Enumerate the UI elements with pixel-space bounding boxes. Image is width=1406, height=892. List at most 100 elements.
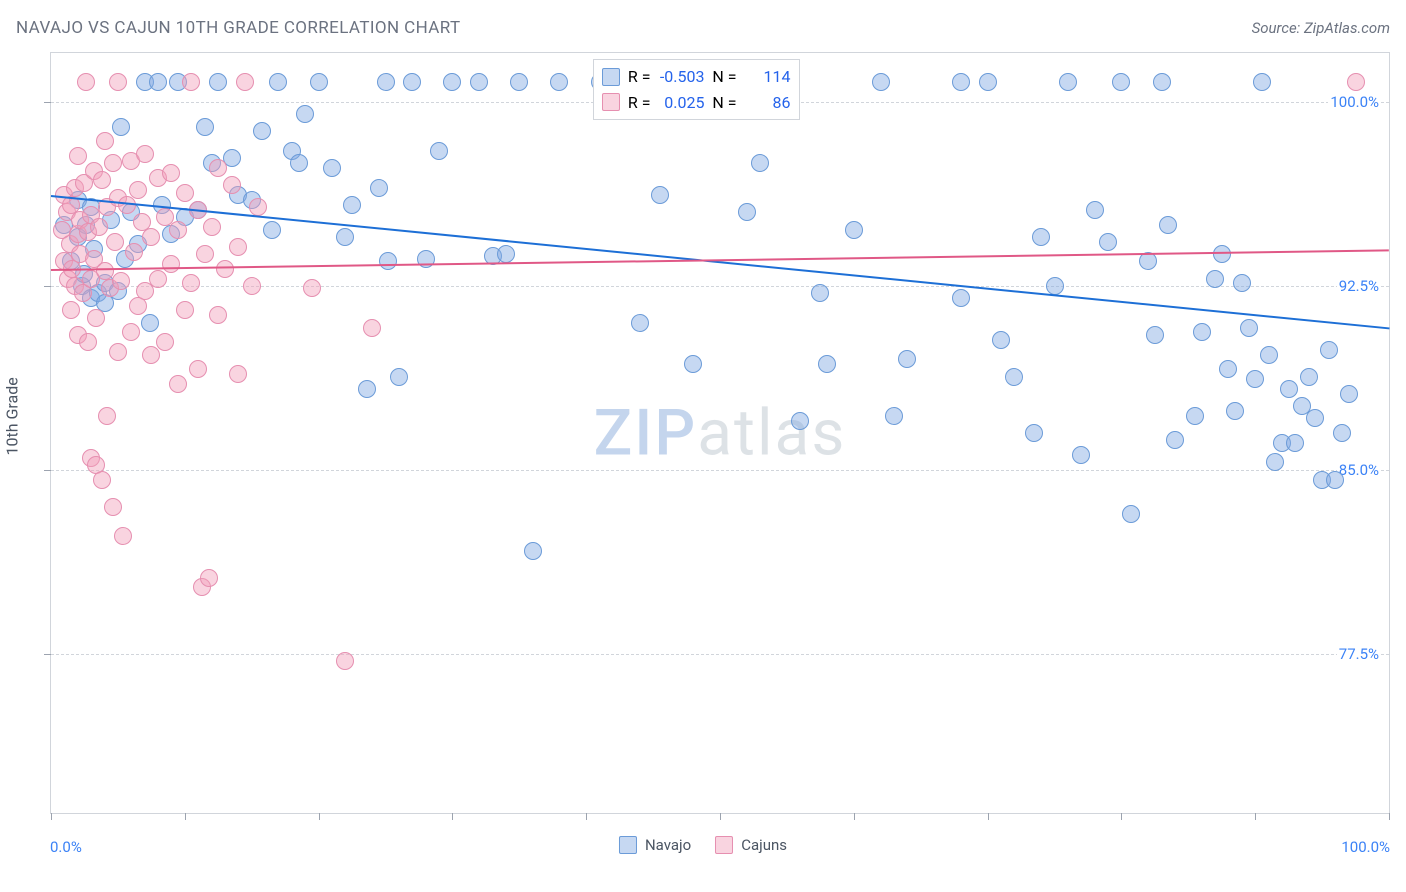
data-point bbox=[269, 73, 287, 91]
data-point bbox=[430, 142, 448, 160]
data-point bbox=[142, 228, 160, 246]
data-point bbox=[149, 73, 167, 91]
data-point bbox=[1260, 346, 1278, 364]
plot-area: ZIPatlas 77.5%85.0%92.5%100.0%R = -0.503… bbox=[50, 52, 1390, 814]
data-point bbox=[443, 73, 461, 91]
data-point bbox=[162, 164, 180, 182]
x-tick bbox=[1255, 813, 1256, 820]
data-point bbox=[149, 270, 167, 288]
data-point bbox=[818, 355, 836, 373]
data-point bbox=[1246, 370, 1264, 388]
stat-row: R = -0.503 N = 114 bbox=[602, 64, 791, 90]
stat-swatch bbox=[602, 68, 620, 86]
data-point bbox=[1306, 409, 1324, 427]
x-tick bbox=[988, 813, 989, 820]
data-point bbox=[169, 221, 187, 239]
data-point bbox=[979, 73, 997, 91]
data-point bbox=[77, 73, 95, 91]
x-tick bbox=[1121, 813, 1122, 820]
data-point bbox=[1086, 201, 1104, 219]
data-point bbox=[952, 289, 970, 307]
data-point bbox=[1166, 431, 1184, 449]
trend-line bbox=[51, 195, 1389, 330]
data-point bbox=[379, 252, 397, 270]
data-point bbox=[216, 260, 234, 278]
data-point bbox=[87, 309, 105, 327]
data-point bbox=[1347, 73, 1365, 91]
data-point bbox=[992, 331, 1010, 349]
y-axis-title: 10th Grade bbox=[3, 377, 22, 455]
data-point bbox=[229, 238, 247, 256]
data-point bbox=[470, 73, 488, 91]
x-tick bbox=[720, 813, 721, 820]
title-bar: NAVAJO VS CAJUN 10TH GRADE CORRELATION C… bbox=[16, 18, 1390, 38]
x-axis-max-label: 100.0% bbox=[1341, 838, 1390, 856]
data-point bbox=[1280, 380, 1298, 398]
data-point bbox=[1112, 73, 1130, 91]
data-point bbox=[200, 569, 218, 587]
data-point bbox=[845, 221, 863, 239]
data-point bbox=[1025, 424, 1043, 442]
data-point bbox=[377, 73, 395, 91]
legend-swatch bbox=[715, 836, 733, 854]
data-point bbox=[203, 218, 221, 236]
data-point bbox=[497, 245, 515, 263]
data-point bbox=[1072, 446, 1090, 464]
data-point bbox=[90, 218, 108, 236]
data-point bbox=[96, 262, 114, 280]
data-point bbox=[1122, 505, 1140, 523]
data-point bbox=[323, 159, 341, 177]
x-tick bbox=[1389, 813, 1390, 820]
data-point bbox=[196, 245, 214, 263]
y-tick bbox=[44, 286, 51, 287]
data-point bbox=[1146, 326, 1164, 344]
correlation-stat-box: R = -0.503 N = 114R = 0.025 N = 86 bbox=[593, 59, 800, 120]
gridline bbox=[51, 654, 1389, 655]
data-point bbox=[343, 196, 361, 214]
data-point bbox=[263, 221, 281, 239]
y-tick-label: 77.5% bbox=[1337, 645, 1381, 663]
data-point bbox=[363, 319, 381, 337]
data-point bbox=[1219, 360, 1237, 378]
data-point bbox=[236, 73, 254, 91]
legend-item: Navajo bbox=[619, 836, 691, 854]
data-point bbox=[1326, 471, 1344, 489]
stat-swatch bbox=[602, 93, 620, 111]
legend-label: Cajuns bbox=[741, 836, 787, 854]
data-point bbox=[209, 159, 227, 177]
data-point bbox=[136, 145, 154, 163]
data-point bbox=[129, 181, 147, 199]
data-point bbox=[952, 73, 970, 91]
watermark: ZIPatlas bbox=[594, 396, 847, 471]
data-point bbox=[104, 498, 122, 516]
data-point bbox=[390, 368, 408, 386]
data-point bbox=[125, 243, 143, 261]
x-axis-min-label: 0.0% bbox=[50, 838, 82, 856]
y-tick bbox=[44, 470, 51, 471]
y-tick bbox=[44, 102, 51, 103]
data-point bbox=[1233, 274, 1251, 292]
data-point bbox=[872, 73, 890, 91]
data-point bbox=[791, 412, 809, 430]
data-point bbox=[885, 407, 903, 425]
x-tick bbox=[319, 813, 320, 820]
data-point bbox=[1159, 216, 1177, 234]
data-point bbox=[550, 73, 568, 91]
data-point bbox=[403, 73, 421, 91]
data-point bbox=[93, 471, 111, 489]
data-point bbox=[112, 118, 130, 136]
data-point bbox=[176, 184, 194, 202]
y-tick-label: 92.5% bbox=[1337, 277, 1381, 295]
x-tick bbox=[854, 813, 855, 820]
data-point bbox=[1253, 73, 1271, 91]
data-point bbox=[112, 272, 130, 290]
data-point bbox=[336, 228, 354, 246]
data-point bbox=[122, 323, 140, 341]
data-point bbox=[1320, 341, 1338, 359]
x-tick bbox=[586, 813, 587, 820]
data-point bbox=[96, 132, 114, 150]
legend-label: Navajo bbox=[645, 836, 691, 854]
data-point bbox=[106, 233, 124, 251]
data-point bbox=[182, 73, 200, 91]
data-point bbox=[370, 179, 388, 197]
